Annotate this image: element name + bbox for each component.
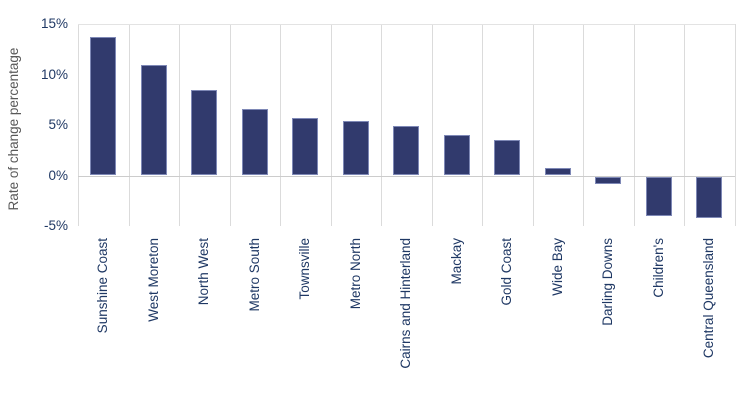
- y-tick-label: 15%: [40, 16, 68, 31]
- x-category-label: Mackay: [448, 238, 464, 285]
- gridline: [128, 24, 130, 226]
- bar-darling-downs: [595, 176, 622, 184]
- gridline: [684, 24, 685, 226]
- bar-central-queensland: [696, 176, 723, 218]
- bar-sunshine-coast: [90, 37, 117, 176]
- x-category-label: Darling Downs: [600, 238, 616, 326]
- x-category-label: Wide Bay: [549, 238, 565, 296]
- gridline: [431, 24, 433, 226]
- x-category-label: West Moreton: [145, 238, 161, 322]
- x-category-label: Cairns and Hinterland: [398, 238, 414, 369]
- bar-gold-coast: [494, 140, 521, 176]
- gridline: [330, 24, 332, 226]
- gridline: [734, 24, 736, 226]
- x-category-label: North West: [196, 238, 212, 306]
- gridline: [280, 24, 281, 226]
- bar-metro-north: [342, 120, 369, 176]
- bar-children-s: [645, 176, 672, 216]
- gridline: [482, 24, 483, 226]
- x-category-label: Children's: [650, 238, 666, 298]
- bar-metro-south: [241, 108, 268, 176]
- x-category-label: Sunshine Coast: [95, 238, 111, 334]
- x-category-label: Metro North: [347, 238, 363, 310]
- bar-west-moreton: [140, 65, 167, 176]
- y-tick-label: 5%: [48, 117, 68, 132]
- gridline: [78, 24, 735, 25]
- bar-cairns-and-hinterland: [393, 126, 420, 176]
- bar-townsville: [292, 117, 319, 176]
- zero-axis-line: [78, 175, 735, 177]
- x-category-label: Townsville: [297, 238, 313, 300]
- bar-wide-bay: [544, 168, 571, 176]
- x-category-label: Metro South: [246, 238, 262, 312]
- x-category-label: Central Queensland: [701, 238, 717, 359]
- gridline: [78, 24, 79, 226]
- gridline: [179, 24, 180, 226]
- x-category-label: Gold Coast: [499, 238, 515, 306]
- gridline: [381, 24, 382, 226]
- y-axis-title: Rate of change percentage: [6, 47, 21, 211]
- gridline: [583, 24, 584, 226]
- y-tick-label: -5%: [43, 218, 68, 233]
- bar-mackay: [443, 135, 470, 176]
- y-tick-label: 0%: [48, 167, 68, 183]
- gridline: [633, 24, 635, 226]
- gridline: [532, 24, 534, 226]
- gridline: [229, 24, 231, 226]
- y-tick-label: 10%: [40, 66, 68, 82]
- bar-north-west: [191, 89, 218, 176]
